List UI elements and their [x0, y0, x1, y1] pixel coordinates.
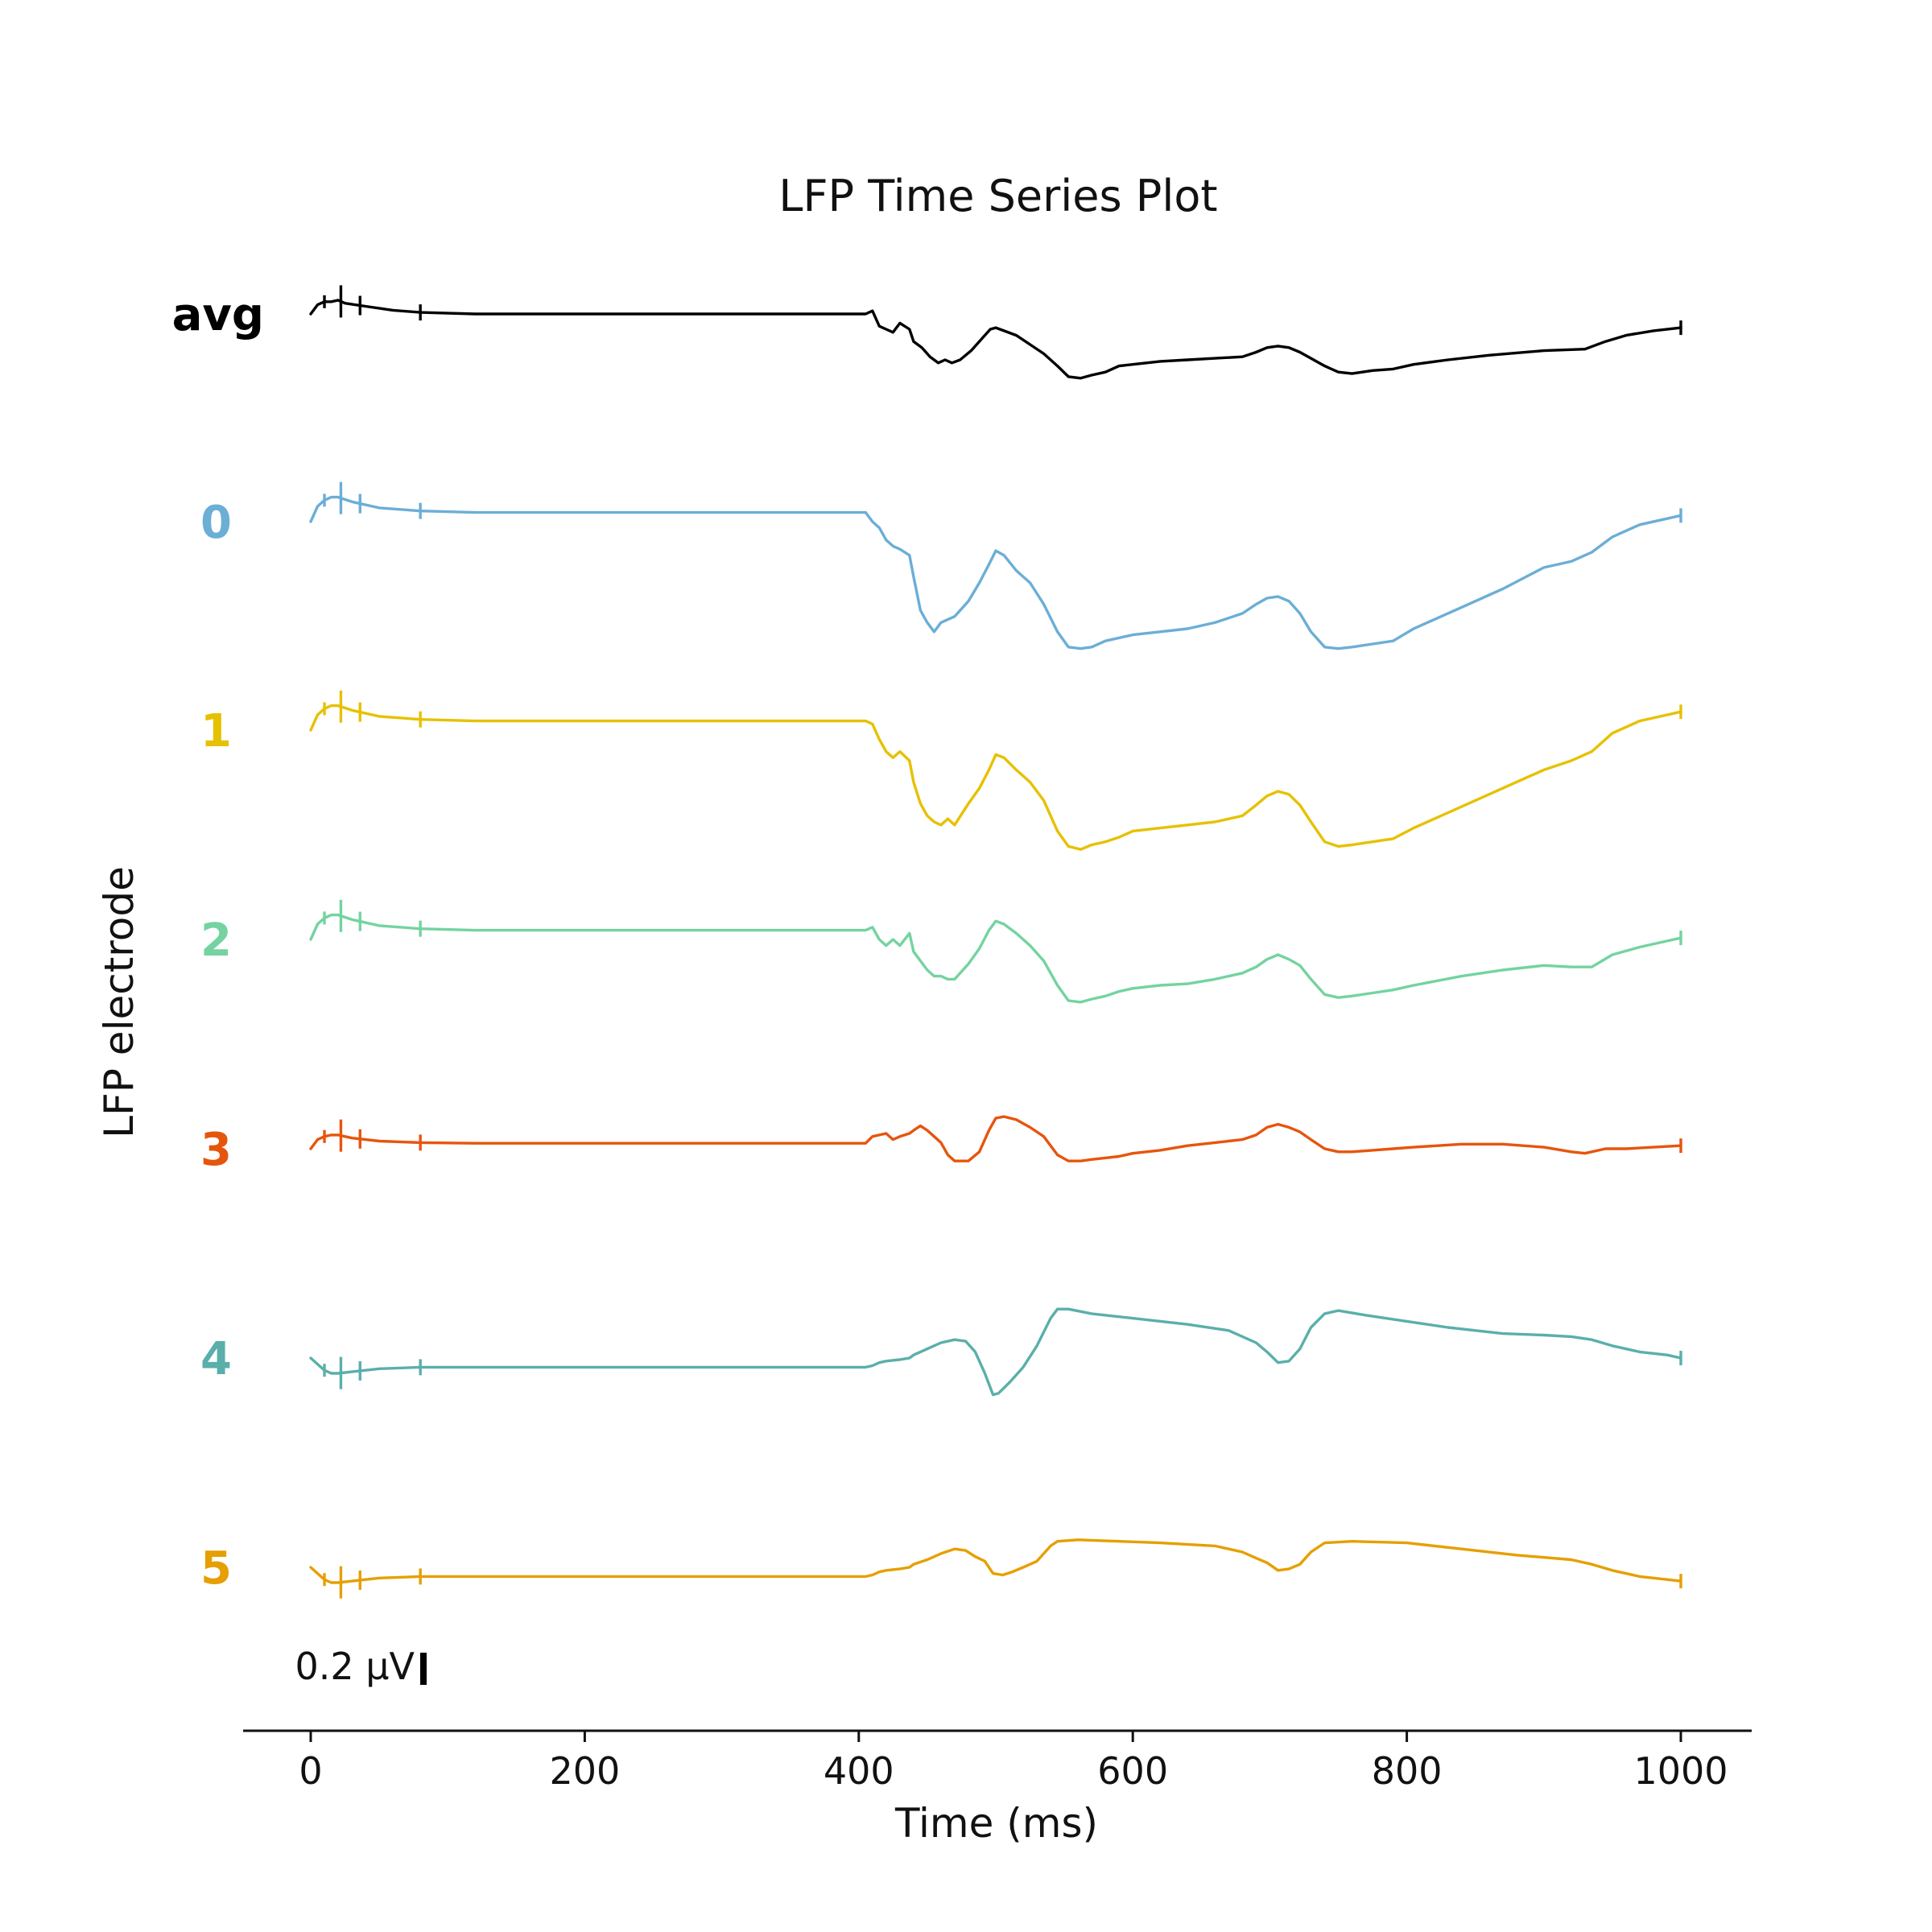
- trace-3: [309, 1115, 1682, 1162]
- trace-avg: [309, 299, 1682, 380]
- scale-bar-label: 0.2 μV: [295, 1645, 415, 1688]
- electrode-label-0: 0: [200, 497, 232, 549]
- trace-0: [309, 495, 1682, 650]
- trace-4: [309, 1307, 1682, 1397]
- y-axis-label: LFP electrode: [96, 866, 142, 1138]
- electrode-label-4: 4: [200, 1333, 232, 1385]
- electrode-label-2: 2: [200, 914, 232, 967]
- x-tick-label: 200: [549, 1749, 620, 1793]
- x-tick-label: 400: [824, 1749, 894, 1793]
- chart-title: LFP Time Series Plot: [778, 171, 1217, 221]
- x-tick-label: 600: [1097, 1749, 1168, 1793]
- electrode-labels: avg 0 1 2 3 4 5: [172, 289, 264, 1595]
- x-tick-label: 1000: [1633, 1749, 1728, 1793]
- electrode-label-5: 5: [200, 1542, 232, 1595]
- trace-5: [309, 1538, 1682, 1584]
- trace-1: [309, 704, 1682, 851]
- x-axis-ticks: 0 200 400 600 800 1000: [299, 1731, 1728, 1793]
- scale-bar: 0.2 μV: [295, 1645, 427, 1688]
- x-axis-label: Time (ms): [894, 1800, 1098, 1847]
- electrode-label-3: 3: [200, 1124, 232, 1176]
- electrode-label-avg: avg: [172, 289, 264, 341]
- x-tick-label: 0: [299, 1749, 322, 1793]
- lfp-traces: [309, 285, 1682, 1599]
- trace-2: [309, 913, 1682, 1004]
- electrode-label-1: 1: [200, 705, 232, 758]
- x-tick-label: 800: [1372, 1749, 1443, 1793]
